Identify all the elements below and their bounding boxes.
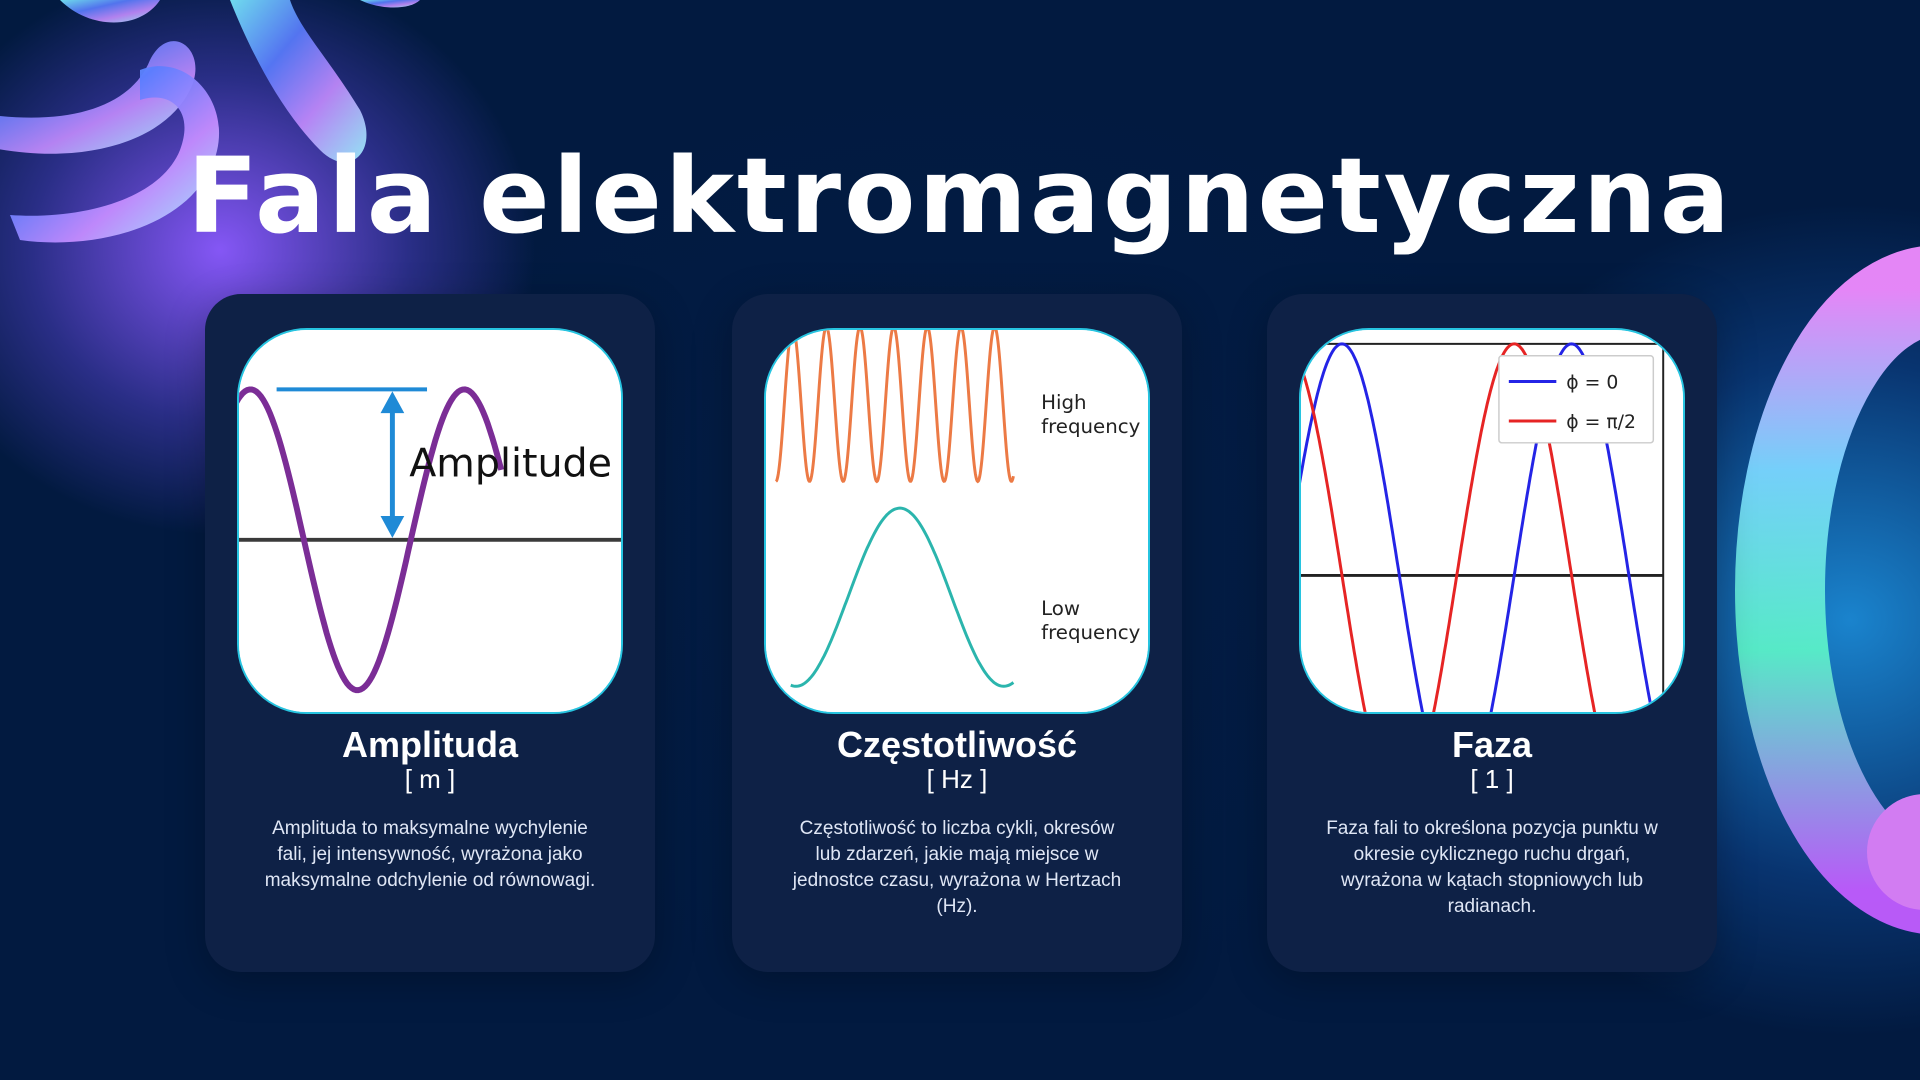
legend-label-0: ϕ = 0 [1566, 372, 1618, 393]
low-frequency-wave [790, 506, 1015, 688]
amplitude-wave [239, 386, 505, 694]
arrow-head-up [380, 391, 405, 414]
card-description: Częstotliwość to liczba cykli, okresów l… [792, 818, 1122, 917]
card-description: Faza fali to określona pozycja punktu w … [1326, 818, 1658, 917]
high-frequency-label-line2: frequency [1041, 415, 1141, 438]
high-frequency-label-line1: High [1041, 391, 1086, 414]
amplitude-illustration: Amplitude [237, 328, 623, 714]
card-unit: [ 1 ] [1470, 764, 1514, 794]
legend-label-1: ϕ = π/2 [1566, 412, 1636, 433]
slide-title: Fala elektromagnetyczna [187, 135, 1733, 257]
high-frequency-wave [774, 330, 1015, 484]
arrow-head-down [380, 516, 405, 538]
frequency-illustration: High frequency Low frequency [764, 328, 1150, 714]
low-frequency-label-line1: Low [1041, 597, 1080, 620]
card-title: Faza [1451, 724, 1533, 765]
card-title: Amplituda [342, 724, 518, 765]
card-unit: [ Hz ] [926, 764, 988, 794]
card-description: Amplituda to maksymalne wychylenie fali,… [264, 818, 596, 891]
phase-wave-pi2 [1301, 342, 1597, 712]
card-title: Częstotliwość [836, 724, 1078, 765]
card-unit: [ m ] [404, 764, 456, 794]
amplitude-label: Amplitude [409, 440, 612, 486]
card-phase: ϕ = 0 ϕ = π/2 Faza [ 1 ] Faza fali to ok… [1267, 294, 1717, 972]
low-frequency-label-line2: frequency [1041, 621, 1141, 644]
phase-illustration: ϕ = 0 ϕ = π/2 [1299, 328, 1685, 714]
card-amplitude: Amplitude Amplituda [ m ] Amplituda to m… [205, 294, 655, 972]
card-frequency: High frequency Low frequency Częstotliwo… [732, 294, 1182, 972]
